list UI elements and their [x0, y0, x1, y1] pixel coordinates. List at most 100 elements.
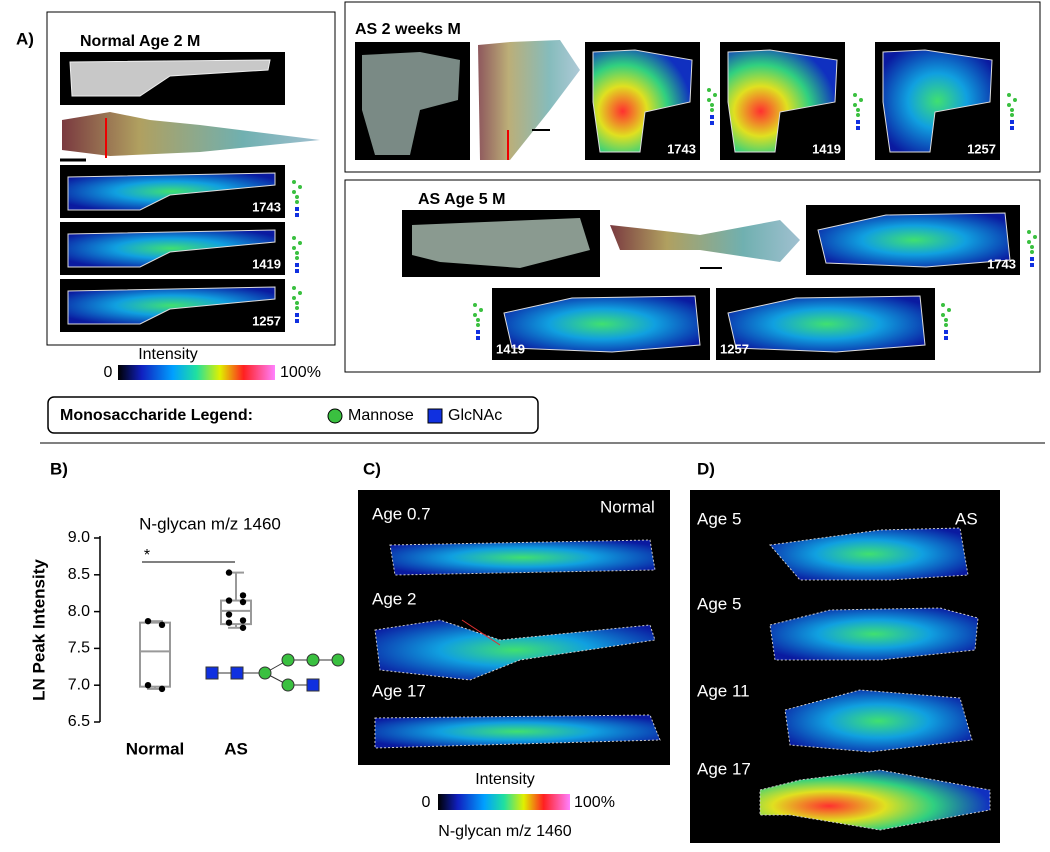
- mz-label: 1419: [252, 256, 281, 271]
- glycan-icon: [298, 291, 302, 295]
- glycan-structure: [205, 653, 345, 692]
- heatmap: [389, 539, 656, 576]
- age-label: Age 2: [372, 589, 416, 608]
- glycan-icon: [479, 308, 483, 312]
- data-point: [239, 624, 247, 631]
- data-point: [239, 592, 247, 599]
- glycan-icon: [295, 207, 299, 211]
- legend-item: Mannose: [348, 407, 414, 424]
- glycan-icon: [1007, 93, 1011, 97]
- glycan-icon: [292, 246, 296, 250]
- panel-frame: [344, 1, 1041, 173]
- histology: [62, 112, 320, 156]
- group-title: AS 2 weeks M: [355, 21, 461, 38]
- colorbar-min: 0: [104, 364, 113, 381]
- glycan-icon: [944, 318, 948, 322]
- glycan-icon: [295, 251, 299, 255]
- glycan-icon: [476, 330, 480, 334]
- age-label: Age 17: [372, 681, 426, 700]
- colorbar-title: Intensity: [475, 771, 535, 788]
- data-point: [225, 619, 233, 626]
- glycan-icon: [944, 336, 948, 340]
- colorbar-max: 100%: [574, 794, 615, 811]
- panel-frame: [344, 179, 1041, 373]
- glycan-icon: [944, 323, 948, 327]
- legend-item: GlcNAc: [448, 407, 502, 424]
- glycan-icon: [1030, 257, 1034, 261]
- glycan-icon: [947, 308, 951, 312]
- glycan-icon: [295, 313, 299, 317]
- glycan-icon: [1010, 108, 1014, 112]
- data-point: [225, 597, 233, 604]
- x-tick-label: AS: [224, 739, 248, 758]
- heatmap: [67, 172, 276, 211]
- heatmap: [769, 607, 979, 661]
- glycan-icon: [710, 115, 714, 119]
- glycan-icon: [859, 98, 863, 102]
- glycan-icon: [295, 301, 299, 305]
- glycan-icon: [1033, 235, 1037, 239]
- glycan-icon: [941, 303, 945, 307]
- glycan-icon: [476, 323, 480, 327]
- glycan-icon: [298, 241, 302, 245]
- glycan-icon: [1027, 240, 1031, 244]
- heatmap: [374, 714, 661, 749]
- significance: *: [144, 547, 150, 564]
- glycan-icon: [1010, 126, 1014, 130]
- data-point: [144, 617, 152, 625]
- glycan-icon: [941, 313, 945, 317]
- glycan-icon: [295, 256, 299, 260]
- glycan-icon: [295, 263, 299, 267]
- glycan-icon: [1007, 103, 1011, 107]
- heatmap: [727, 295, 926, 353]
- y-tick-label: 6.5: [68, 713, 90, 730]
- glycan-icon: [295, 213, 299, 217]
- heatmap: [882, 49, 993, 153]
- glycan-icon: [1013, 98, 1017, 102]
- glycan-icon: [1030, 263, 1034, 267]
- glycan-icon: [1030, 245, 1034, 249]
- glycan-icon: [295, 269, 299, 273]
- histology: [478, 40, 580, 160]
- glycan-icon: [707, 98, 711, 102]
- mz-label: 1257: [252, 313, 281, 328]
- mannose-icon: [327, 408, 343, 424]
- glycan-icon: [856, 113, 860, 117]
- glycan-icon: [473, 303, 477, 307]
- glycan-icon: [944, 330, 948, 334]
- mz-label: 1257: [967, 141, 996, 156]
- glycan-icon: [856, 120, 860, 124]
- glycan-icon: [292, 180, 296, 184]
- glycan-icon: [856, 126, 860, 130]
- box: [220, 599, 252, 626]
- heatmap: [817, 212, 1011, 268]
- group-title: Normal Age 2 M: [80, 33, 200, 50]
- heatmap: [769, 527, 969, 581]
- y-tick-label: 9.0: [68, 529, 90, 546]
- box: [139, 621, 171, 688]
- glycan-icon: [713, 93, 717, 97]
- panel-label: C): [363, 459, 381, 478]
- glycan-icon: [476, 336, 480, 340]
- heatmap: [67, 286, 276, 325]
- tissue: [69, 59, 271, 97]
- mz-label: 1743: [252, 199, 281, 214]
- glycan-icon: [707, 88, 711, 92]
- glycan-icon: [1027, 230, 1031, 234]
- heatmap: [759, 769, 991, 831]
- mz-label: 1419: [812, 141, 841, 156]
- data-point: [225, 569, 233, 576]
- glycan-icon: [1010, 113, 1014, 117]
- glycan-icon: [292, 190, 296, 194]
- heatmap: [592, 49, 693, 153]
- mz-label: 1743: [987, 256, 1016, 271]
- age-label: Age 11: [697, 681, 750, 700]
- data-point: [225, 611, 233, 618]
- heatmap: [503, 295, 701, 353]
- colorbar-title: Intensity: [138, 346, 198, 363]
- panel-frame: [46, 11, 336, 346]
- colorbar: [118, 365, 275, 380]
- glcnac-icon: [427, 408, 443, 424]
- data-point: [144, 682, 152, 689]
